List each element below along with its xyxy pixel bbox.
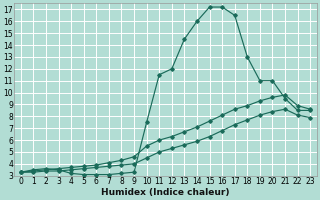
X-axis label: Humidex (Indice chaleur): Humidex (Indice chaleur) <box>101 188 230 197</box>
